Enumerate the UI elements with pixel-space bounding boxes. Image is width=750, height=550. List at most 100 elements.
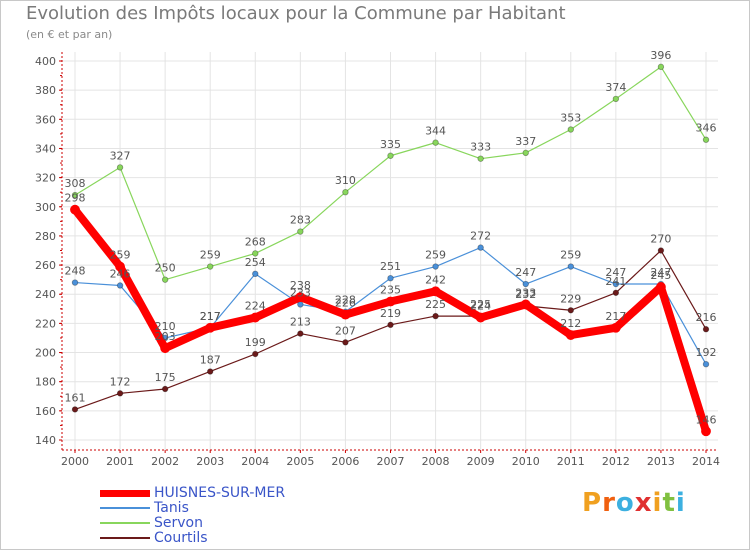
data-point-servon <box>387 152 394 159</box>
data-label-huisnes-sur-mer: 245 <box>650 269 671 282</box>
data-label-courtils: 207 <box>335 324 356 337</box>
logo-letter: r <box>602 488 616 518</box>
data-label-huisnes-sur-mer: 224 <box>245 300 266 313</box>
y-tick-label: 300 <box>35 201 56 214</box>
data-point-huisnes-sur-mer <box>475 312 486 323</box>
data-label-tanis: 247 <box>515 266 536 279</box>
data-point-courtils <box>342 339 349 346</box>
data-point-tanis <box>477 244 484 251</box>
data-point-tanis <box>297 301 304 308</box>
legend-item-courtils: Courtils <box>100 530 208 546</box>
legend-label-huisnes: HUISNES-SUR-MER <box>154 485 286 501</box>
data-label-tanis: 228 <box>335 294 356 307</box>
y-tick-label: 220 <box>35 317 56 330</box>
data-point-tanis <box>387 274 394 282</box>
data-label-courtils: 219 <box>380 307 401 320</box>
data-point-servon <box>522 149 529 157</box>
y-tick-label: 180 <box>35 376 56 389</box>
data-point-tanis <box>702 361 710 368</box>
y-tick-label: 260 <box>35 259 56 272</box>
data-point-courtils <box>567 307 574 314</box>
data-point-servon <box>342 188 349 196</box>
data-point-servon <box>252 250 259 257</box>
data-label-servon: 310 <box>335 174 356 187</box>
data-label-servon: 333 <box>470 141 491 154</box>
data-point-tanis <box>522 280 529 288</box>
data-point-huisnes-sur-mer <box>295 292 306 303</box>
data-point-servon <box>612 95 620 103</box>
data-point-courtils <box>207 368 214 375</box>
data-point-courtils <box>612 289 620 296</box>
data-label-courtils: 175 <box>155 371 176 384</box>
data-point-huisnes-sur-mer <box>565 330 576 340</box>
legend-item-huisnes: HUISNES-SUR-MER <box>100 485 285 501</box>
legend-swatch-tanis <box>100 507 150 509</box>
data-point-huisnes-sur-mer <box>250 312 261 323</box>
data-point-huisnes-sur-mer <box>520 299 531 310</box>
proxiti-logo: Proxiti <box>582 488 686 518</box>
data-label-huisnes-sur-mer: 235 <box>380 284 401 297</box>
data-label-servon: 259 <box>200 249 221 262</box>
data-point-servon <box>702 136 710 143</box>
data-label-huisnes-sur-mer: 203 <box>155 330 176 343</box>
data-point-servon <box>207 263 214 270</box>
data-label-courtils: 270 <box>650 233 671 246</box>
data-label-servon: 346 <box>696 122 717 135</box>
x-tick-label: 2010 <box>512 455 540 468</box>
data-label-courtils: 213 <box>290 316 311 329</box>
data-label-courtils: 229 <box>560 292 581 305</box>
data-point-courtils <box>432 312 439 320</box>
data-point-courtils <box>702 326 710 333</box>
data-label-servon: 250 <box>155 262 176 275</box>
data-label-tanis: 254 <box>245 256 266 269</box>
x-tick-label: 2006 <box>331 455 359 468</box>
data-label-huisnes-sur-mer: 224 <box>470 300 491 313</box>
y-tick-label: 280 <box>35 230 56 243</box>
data-label-tanis: 248 <box>65 265 86 278</box>
data-label-servon: 374 <box>605 81 626 94</box>
logo-letter: i <box>652 488 663 518</box>
data-label-courtils: 172 <box>110 375 131 388</box>
logo-letter: i <box>675 488 686 518</box>
data-point-servon <box>161 276 169 283</box>
legend-swatch-servon <box>100 522 150 524</box>
x-tick-label: 2011 <box>557 455 585 468</box>
data-label-tanis: 233 <box>290 286 311 299</box>
data-label-courtils: 232 <box>515 288 536 301</box>
data-label-tanis: 192 <box>696 346 717 359</box>
data-label-huisnes-sur-mer: 238 <box>290 279 311 292</box>
y-tick-label: 140 <box>35 434 56 447</box>
logo-letter: P <box>582 488 603 518</box>
x-tick-label: 2005 <box>286 455 314 468</box>
data-label-huisnes-sur-mer: 212 <box>560 317 581 330</box>
legend-swatch-courtils <box>100 537 150 539</box>
x-tick-label: 2012 <box>602 455 630 468</box>
data-label-tanis: 247 <box>650 266 671 279</box>
data-point-tanis <box>116 282 124 289</box>
data-label-courtils: 216 <box>696 311 717 324</box>
data-label-huisnes-sur-mer: 242 <box>425 273 446 286</box>
data-point-courtils <box>657 247 665 254</box>
data-label-tanis: 210 <box>155 320 176 333</box>
data-label-huisnes-sur-mer: 226 <box>335 297 356 310</box>
data-point-courtils <box>252 350 259 358</box>
data-label-huisnes-sur-mer: 217 <box>200 310 221 323</box>
data-label-tanis: 259 <box>560 249 581 262</box>
data-label-servon: 283 <box>290 214 311 227</box>
data-point-servon <box>71 191 79 199</box>
data-label-courtils: 187 <box>200 353 221 366</box>
y-tick-label: 320 <box>35 172 56 185</box>
x-tick-label: 2001 <box>106 455 134 468</box>
data-point-servon <box>297 228 304 235</box>
data-point-huisnes-sur-mer <box>385 296 396 307</box>
y-tick-label: 240 <box>35 288 56 301</box>
data-label-tanis: 217 <box>200 310 221 323</box>
data-label-servon: 396 <box>650 49 671 62</box>
data-point-huisnes-sur-mer <box>701 426 711 437</box>
data-point-tanis <box>612 280 620 288</box>
data-point-huisnes-sur-mer <box>160 343 171 354</box>
data-label-tanis: 259 <box>425 249 446 262</box>
data-label-huisnes-sur-mer: 217 <box>605 310 626 323</box>
y-tick-label: 160 <box>35 405 56 418</box>
y-tick-label: 380 <box>35 84 56 97</box>
